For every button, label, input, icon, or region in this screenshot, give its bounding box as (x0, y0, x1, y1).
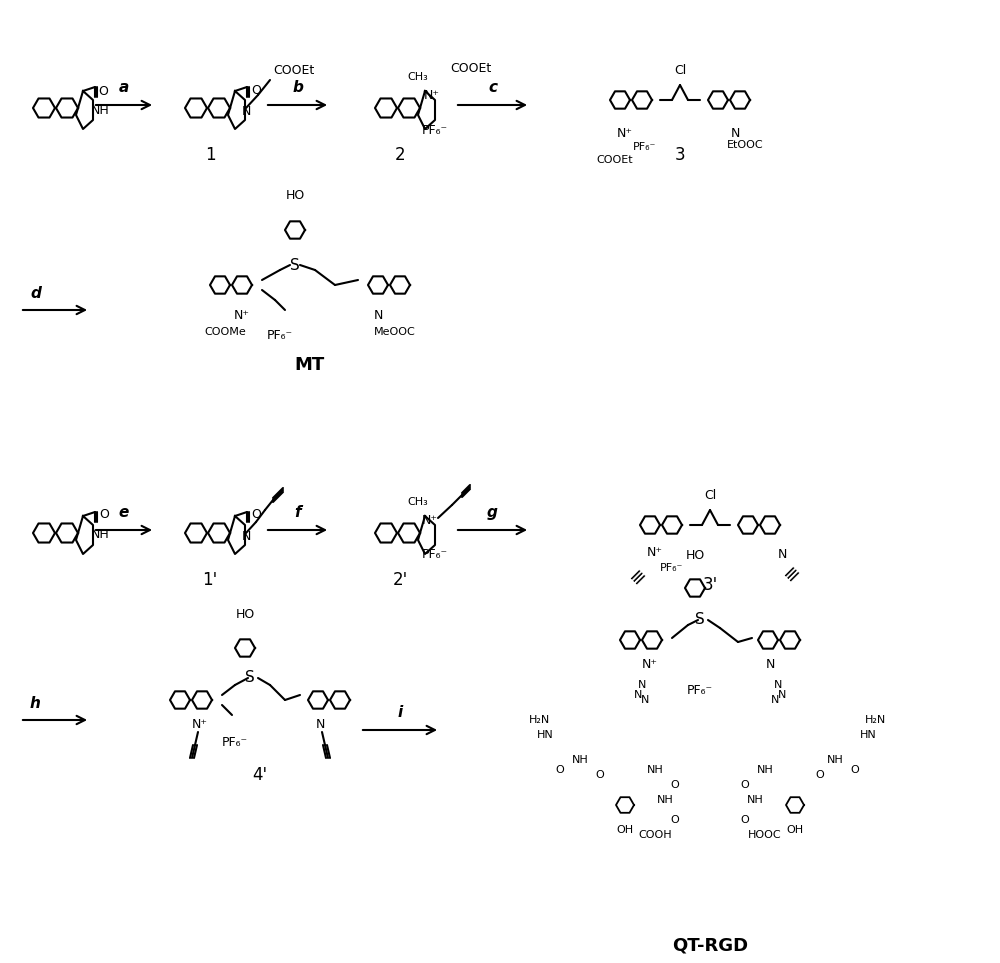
Text: O: O (741, 815, 749, 825)
Text: ≡: ≡ (625, 562, 651, 587)
Text: N: N (771, 695, 779, 705)
Text: H₂N: H₂N (529, 715, 551, 725)
Text: Cl: Cl (674, 64, 686, 77)
Text: N: N (242, 530, 251, 542)
Text: ≡: ≡ (779, 560, 805, 585)
Text: HO: HO (285, 189, 305, 202)
Text: EtOOC: EtOOC (727, 140, 763, 150)
Text: O: O (671, 780, 679, 790)
Text: N: N (765, 659, 775, 671)
Text: PF₆⁻: PF₆⁻ (222, 736, 248, 748)
Text: N⁺: N⁺ (647, 545, 663, 559)
Text: PF₆⁻: PF₆⁻ (660, 563, 684, 573)
Text: N: N (638, 680, 646, 690)
Text: Cl: Cl (704, 489, 716, 502)
Text: COOEt: COOEt (273, 64, 314, 77)
Text: PF₆⁻: PF₆⁻ (267, 328, 293, 342)
Text: O: O (251, 508, 261, 522)
Text: b: b (292, 80, 303, 95)
Text: NH: NH (657, 795, 673, 805)
Text: N: N (641, 695, 649, 705)
Text: CH₃: CH₃ (408, 72, 428, 82)
Text: PF₆⁻: PF₆⁻ (422, 123, 448, 137)
Text: MT: MT (295, 356, 325, 374)
Text: 2: 2 (395, 146, 405, 164)
Text: PF₆⁻: PF₆⁻ (422, 549, 448, 561)
Text: HN: HN (537, 730, 553, 740)
Text: 4': 4' (252, 766, 268, 784)
Text: 2': 2' (392, 571, 408, 589)
Text: S: S (290, 257, 300, 273)
Text: HO: HO (685, 549, 705, 562)
Text: NH: NH (91, 529, 110, 541)
Text: i: i (397, 705, 403, 720)
Text: S: S (695, 612, 705, 628)
Text: QT-RGD: QT-RGD (672, 936, 748, 954)
Text: O: O (98, 85, 108, 97)
Text: PF₆⁻: PF₆⁻ (687, 684, 713, 696)
Text: O: O (671, 815, 679, 825)
Text: N: N (730, 126, 740, 140)
Text: N: N (774, 680, 782, 690)
Text: NH: NH (647, 765, 663, 775)
Text: e: e (119, 505, 129, 520)
Text: N: N (778, 690, 786, 700)
Text: PF₆⁻: PF₆⁻ (633, 142, 657, 152)
Text: OH: OH (616, 825, 634, 835)
Text: HN: HN (860, 730, 876, 740)
Text: 1: 1 (205, 146, 215, 164)
Text: N: N (242, 105, 251, 117)
Text: h: h (30, 696, 41, 711)
Text: OH: OH (786, 825, 804, 835)
Text: N⁺: N⁺ (642, 659, 658, 671)
Text: a: a (119, 80, 129, 95)
Text: d: d (30, 286, 41, 301)
Text: O: O (816, 770, 824, 780)
Text: 1': 1' (202, 571, 218, 589)
Text: NH: NH (827, 755, 843, 765)
Text: g: g (487, 505, 498, 520)
Text: 3: 3 (675, 146, 685, 164)
Text: N⁺: N⁺ (422, 513, 438, 527)
Text: N⁺: N⁺ (617, 126, 633, 140)
Text: O: O (251, 84, 261, 96)
Text: N: N (373, 308, 383, 322)
Text: N: N (634, 690, 642, 700)
Text: O: O (99, 508, 109, 522)
Text: H₂N: H₂N (864, 715, 886, 725)
Text: O: O (596, 770, 604, 780)
Text: NH: NH (572, 755, 588, 765)
Text: O: O (851, 765, 859, 775)
Text: HO: HO (235, 608, 255, 621)
Text: HOOC: HOOC (748, 830, 782, 840)
Text: O: O (556, 765, 564, 775)
Text: COOEt: COOEt (597, 155, 633, 165)
Text: N: N (777, 549, 787, 561)
Text: COOMe: COOMe (204, 327, 246, 337)
Text: COOH: COOH (638, 830, 672, 840)
Text: N⁺: N⁺ (234, 308, 250, 322)
Text: N⁺: N⁺ (192, 718, 208, 732)
Text: NH: NH (91, 103, 110, 117)
Text: NH: NH (757, 765, 773, 775)
Text: N⁺: N⁺ (424, 89, 440, 101)
Text: 3': 3' (702, 576, 718, 594)
Text: O: O (741, 780, 749, 790)
Text: f: f (294, 505, 301, 520)
Text: NH: NH (747, 795, 763, 805)
Text: MeOOC: MeOOC (374, 327, 416, 337)
Text: S: S (245, 670, 255, 686)
Text: CH₃: CH₃ (408, 497, 428, 507)
Text: N: N (315, 718, 325, 732)
Text: COOEt: COOEt (450, 62, 491, 75)
Text: c: c (488, 80, 497, 95)
